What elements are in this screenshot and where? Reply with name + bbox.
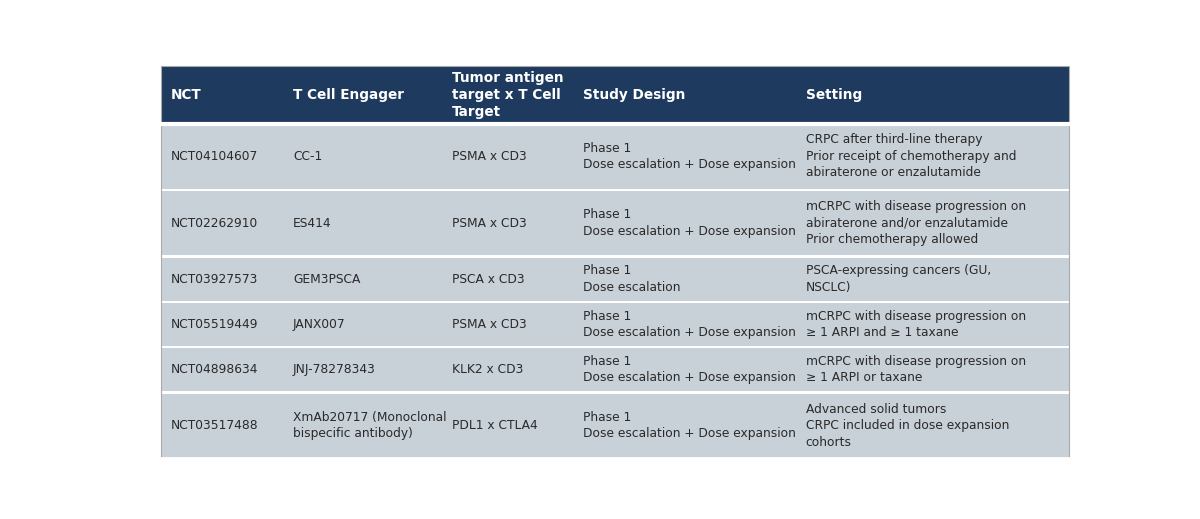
Text: Phase 1
Dose escalation: Phase 1 Dose escalation <box>583 264 680 294</box>
Bar <box>574 66 797 124</box>
Bar <box>443 303 574 346</box>
Text: Tumor antigen
target x T Cell
Target: Tumor antigen target x T Cell Target <box>452 72 564 119</box>
Bar <box>283 303 443 346</box>
Text: NCT03927573: NCT03927573 <box>170 272 258 285</box>
Bar <box>797 303 1069 346</box>
Bar <box>797 124 1069 188</box>
Text: XmAb20717 (Monoclonal
bispecific antibody): XmAb20717 (Monoclonal bispecific antibod… <box>293 411 446 441</box>
Bar <box>797 191 1069 255</box>
Bar <box>161 66 283 124</box>
Bar <box>161 391 1069 393</box>
Text: CRPC after third-line therapy
Prior receipt of chemotherapy and
abiraterone or e: CRPC after third-line therapy Prior rece… <box>806 133 1016 180</box>
Text: Advanced solid tumors
CRPC included in dose expansion
cohorts: Advanced solid tumors CRPC included in d… <box>806 403 1009 449</box>
Text: PSMA x CD3: PSMA x CD3 <box>452 216 527 229</box>
Bar <box>161 393 283 458</box>
Text: mCRPC with disease progression on
abiraterone and/or enzalutamide
Prior chemothe: mCRPC with disease progression on abirat… <box>806 200 1026 246</box>
Bar <box>283 348 443 391</box>
Bar <box>443 258 574 301</box>
Bar <box>283 258 443 301</box>
Text: Study Design: Study Design <box>583 88 686 102</box>
Bar <box>574 393 797 458</box>
Bar <box>283 191 443 255</box>
Bar <box>574 258 797 301</box>
Text: PSMA x CD3: PSMA x CD3 <box>452 318 527 331</box>
Bar <box>574 348 797 391</box>
Bar <box>161 301 1069 303</box>
Bar <box>797 66 1069 124</box>
Text: JANX007: JANX007 <box>293 318 346 331</box>
Bar <box>797 258 1069 301</box>
Text: mCRPC with disease progression on
≥ 1 ARPI or taxane: mCRPC with disease progression on ≥ 1 AR… <box>806 355 1026 385</box>
Bar <box>443 124 574 188</box>
Text: Phase 1
Dose escalation + Dose expansion: Phase 1 Dose escalation + Dose expansion <box>583 209 797 238</box>
Bar <box>161 258 283 301</box>
Text: PSCA-expressing cancers (GU,
NSCLC): PSCA-expressing cancers (GU, NSCLC) <box>806 264 991 294</box>
Bar <box>797 393 1069 458</box>
Text: ES414: ES414 <box>293 216 331 229</box>
Text: NCT04898634: NCT04898634 <box>170 363 258 376</box>
Bar <box>574 124 797 188</box>
Text: Setting: Setting <box>806 88 862 102</box>
Bar <box>161 255 1069 258</box>
Bar <box>574 303 797 346</box>
Text: Phase 1
Dose escalation + Dose expansion: Phase 1 Dose escalation + Dose expansion <box>583 310 797 339</box>
Text: CC-1: CC-1 <box>293 150 323 163</box>
Text: KLK2 x CD3: KLK2 x CD3 <box>452 363 523 376</box>
Text: PSCA x CD3: PSCA x CD3 <box>452 272 524 285</box>
Text: JNJ-78278343: JNJ-78278343 <box>293 363 376 376</box>
Bar <box>443 66 574 124</box>
Bar <box>443 348 574 391</box>
Bar <box>161 303 283 346</box>
Bar <box>443 191 574 255</box>
Bar <box>283 66 443 124</box>
Text: NCT02262910: NCT02262910 <box>170 216 258 229</box>
Text: NCT: NCT <box>170 88 202 102</box>
Bar <box>161 348 283 391</box>
Text: NCT03517488: NCT03517488 <box>170 419 258 432</box>
Text: PSMA x CD3: PSMA x CD3 <box>452 150 527 163</box>
Bar <box>161 346 1069 348</box>
Bar <box>161 191 283 255</box>
Text: Phase 1
Dose escalation + Dose expansion: Phase 1 Dose escalation + Dose expansion <box>583 411 797 441</box>
Text: T Cell Engager: T Cell Engager <box>293 88 404 102</box>
Bar <box>574 191 797 255</box>
Text: NCT05519449: NCT05519449 <box>170 318 258 331</box>
Text: mCRPC with disease progression on
≥ 1 ARPI and ≥ 1 taxane: mCRPC with disease progression on ≥ 1 AR… <box>806 310 1026 339</box>
Text: Phase 1
Dose escalation + Dose expansion: Phase 1 Dose escalation + Dose expansion <box>583 142 797 171</box>
Text: NCT04104607: NCT04104607 <box>170 150 258 163</box>
Bar <box>161 124 283 188</box>
Bar <box>283 393 443 458</box>
Bar <box>797 348 1069 391</box>
Text: Phase 1
Dose escalation + Dose expansion: Phase 1 Dose escalation + Dose expansion <box>583 355 797 385</box>
Bar <box>443 393 574 458</box>
Bar <box>161 188 1069 191</box>
Text: GEM3PSCA: GEM3PSCA <box>293 272 360 285</box>
Text: PDL1 x CTLA4: PDL1 x CTLA4 <box>452 419 538 432</box>
Bar <box>283 124 443 188</box>
